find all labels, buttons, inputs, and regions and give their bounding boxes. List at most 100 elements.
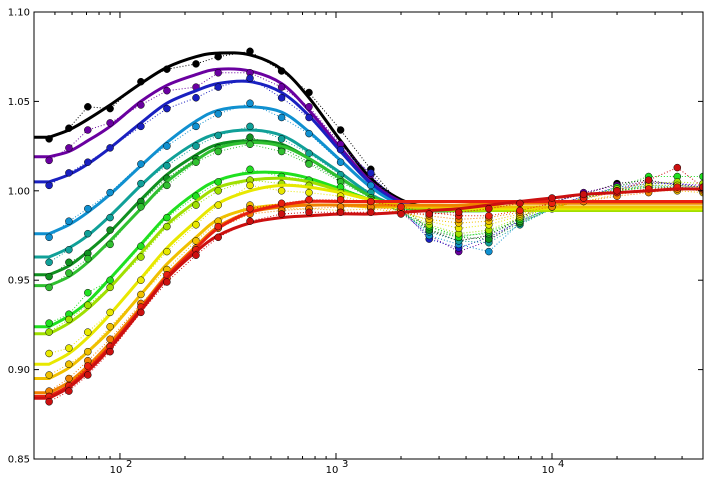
data-point [246,133,254,141]
data-point [579,190,588,199]
data-point [192,94,200,102]
data-point [192,251,200,259]
data-point [516,199,524,208]
data-point [65,124,73,132]
data-point [246,140,254,149]
data-point [214,83,222,91]
data-point [84,288,92,297]
data-point [137,308,145,317]
data-point [214,52,222,61]
data-point [45,258,53,267]
data-point [277,187,286,195]
data-point [336,195,345,204]
data-point [163,181,171,190]
data-point [192,142,200,150]
data-point [277,113,286,122]
data-point [367,181,375,190]
data-point [277,210,286,218]
data-point [305,129,313,138]
data-point [163,213,171,222]
data-point [163,278,171,286]
series-dotted-line [48,72,704,253]
data-point [45,283,53,292]
y-tick-label: 1.00 [8,186,30,197]
data-point [163,86,171,95]
data-point [137,101,145,109]
y-tick-label: 0.95 [8,276,30,287]
data-point [45,135,53,143]
data-point [246,181,254,190]
x-tick-exponent: 4 [558,459,564,470]
data-point [84,103,92,111]
data-point [163,142,171,150]
data-point [367,197,375,206]
series-dotted-line [48,77,704,249]
data-point [84,254,92,263]
data-point [45,181,53,190]
data-point [45,398,53,406]
data-point [367,208,375,217]
data-point [305,103,313,111]
data-point [336,208,345,217]
y-tick-label: 1.05 [8,97,30,108]
data-point [214,147,222,156]
data-point [214,69,222,77]
data-point [65,169,73,177]
plot-area [34,12,703,459]
data-point [214,233,222,242]
data-point [485,212,493,220]
data-point [106,322,114,331]
data-point [84,301,92,309]
data-point [425,210,433,218]
data-point [214,222,222,231]
data-point [137,253,145,261]
data-point [397,203,405,211]
data-point [246,99,254,107]
data-point [45,272,53,281]
data-point [65,217,73,225]
data-point [336,126,345,134]
data-point [45,371,53,379]
data-point [84,328,92,336]
data-point [454,208,463,217]
data-point [214,178,222,186]
data-point [84,158,92,166]
data-point [305,208,313,217]
data-point [246,74,254,82]
data-point [214,110,222,118]
data-point [613,187,621,195]
data-point [277,147,286,156]
data-point [106,308,114,317]
data-point [192,60,200,68]
data-point [277,94,286,102]
series-dotted-line [48,184,704,354]
data-point [106,240,114,249]
x-tick-label: 10 [542,465,555,476]
y-tick-label: 0.90 [8,365,30,376]
mask-top [0,0,710,12]
x-tick-exponent: 3 [342,459,348,470]
data-point [137,242,145,250]
data-point [84,347,92,356]
data-point [246,217,254,225]
data-point [45,328,53,336]
data-point [277,135,286,143]
data-point [548,194,556,202]
data-point [84,126,92,134]
data-point [644,176,653,184]
data-point [277,67,286,75]
data-point [65,374,73,383]
data-point [137,203,145,211]
data-point [137,179,145,188]
data-point [45,349,53,358]
data-point [305,149,313,158]
data-point [192,122,200,131]
x-tick-exponent: 2 [126,459,132,470]
data-point [336,158,345,166]
data-point [192,158,200,166]
mask-left [0,0,34,484]
data-point [277,83,286,91]
data-point [65,315,73,324]
series-14 [34,163,707,406]
